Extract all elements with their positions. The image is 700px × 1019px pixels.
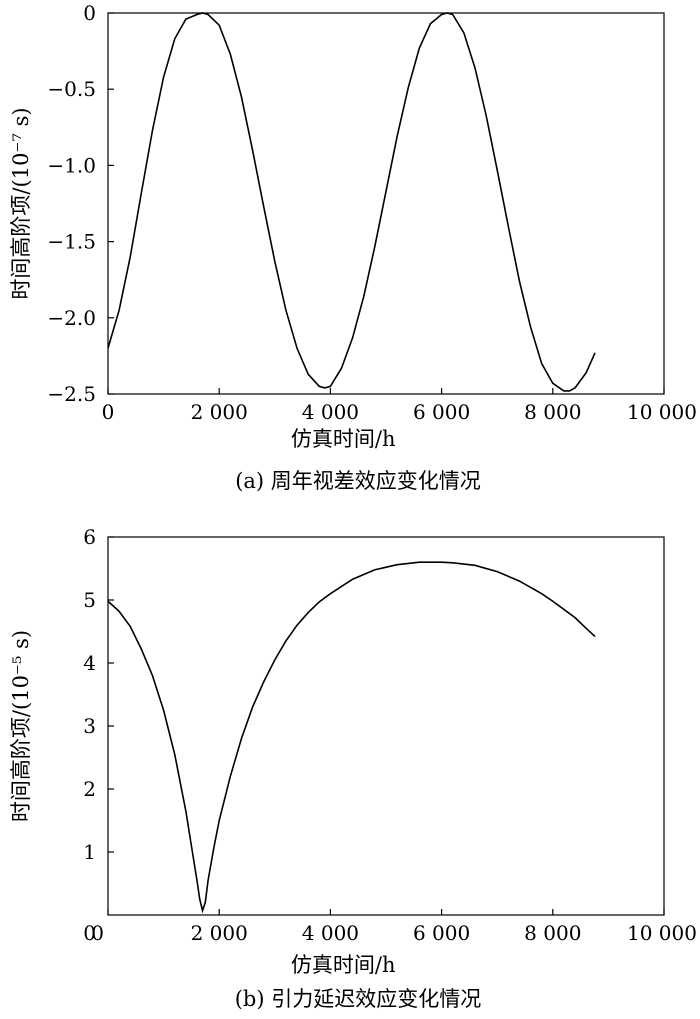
chart-0-y-tick-label: −2.5 [47, 382, 96, 406]
chart-0-caption: (a) 周年视差效应变化情况 [235, 469, 481, 493]
chart-1-x-tick-label: 6 000 [413, 921, 470, 945]
chart-0-y-tick-label: 0 [83, 1, 96, 25]
chart-1-y-tick-label: 1 [83, 840, 96, 864]
chart-1-y-axis-label: 时间高阶项/(10⁻⁵ s) [9, 630, 33, 822]
chart-1-y-tick-label: 3 [83, 714, 96, 738]
chart-0-x-tick-label: 6 000 [413, 400, 470, 424]
chart-1-plot-frame [107, 536, 665, 916]
chart-0-y-tick-label: −1.0 [47, 153, 96, 177]
chart-0-y-tick-label: −1.5 [47, 230, 96, 254]
chart-0-y-axis-label: 时间高阶项/(10⁻⁷ s) [9, 107, 33, 299]
chart-0-x-tick-label: 10 000 [627, 400, 697, 424]
chart-1-y-tick-label: 5 [83, 588, 96, 612]
chart-1-x-tick-label: 10 000 [627, 921, 697, 945]
chart-1-x-tick-label: 0 [91, 921, 104, 945]
chart-0-series-line [107, 12, 596, 392]
chart-1-caption: (b) 引力延迟效应变化情况 [235, 987, 482, 1011]
chart-0-x-tick-label: 8 000 [524, 400, 581, 424]
chart-0-x-tick-label: 0 [102, 400, 115, 424]
chart-0-x-tick-label: 4 000 [302, 400, 359, 424]
chart-0-y-tick-label: −2.0 [47, 306, 96, 330]
chart-1-y-tick-label: 4 [83, 651, 96, 675]
chart-1-x-tick-label: 4 000 [302, 921, 359, 945]
chart-1-x-axis-label: 仿真时间/h [291, 953, 396, 977]
chart-1-x-tick-label: 2 000 [191, 921, 248, 945]
chart-0-x-tick-label: 2 000 [191, 400, 248, 424]
chart-1-y-tick-label: 2 [83, 777, 96, 801]
chart-0-plot-frame [107, 12, 665, 395]
chart-0-x-axis-label: 仿真时间/h [291, 427, 396, 451]
chart-1-series-line [107, 561, 596, 914]
chart-1-x-tick-label-origin: 0 [83, 921, 96, 945]
chart-0-y-tick-label: −0.5 [47, 77, 96, 101]
chart-1-y-tick-label: 6 [83, 525, 96, 549]
chart-1-x-tick-label: 8 000 [524, 921, 581, 945]
